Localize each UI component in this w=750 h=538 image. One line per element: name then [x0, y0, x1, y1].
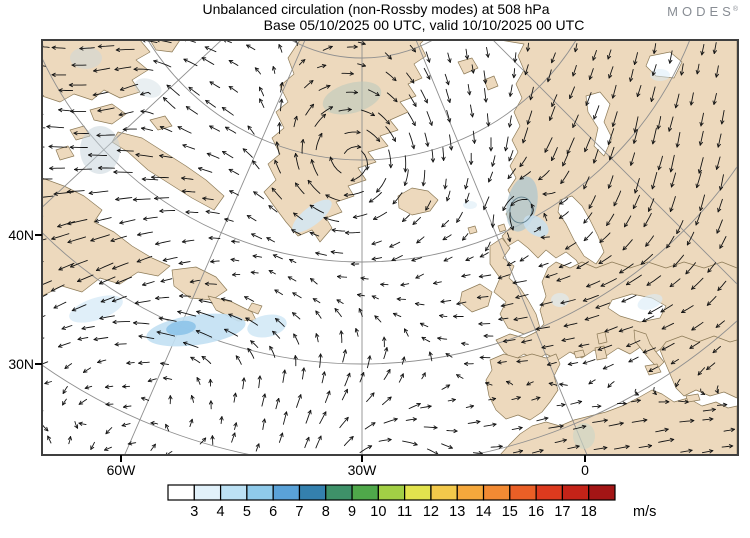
- colorbar-cell-5: [299, 485, 325, 500]
- map-canvas: [0, 0, 750, 516]
- colorbar-cell-11: [457, 485, 483, 500]
- colorbar-tick-13: 13: [449, 504, 465, 520]
- colorbar-cell-15: [562, 485, 588, 500]
- colorbar-tick-11: 11: [397, 504, 412, 520]
- lon-label-60W: 60W: [107, 462, 136, 478]
- lat-label-30N: 30N: [0, 356, 34, 372]
- colorbar-cell-12: [484, 485, 510, 500]
- colorbar-tick-17: 17: [554, 504, 570, 520]
- colorbar-tick-15: 15: [502, 504, 518, 520]
- colorbar-unit-label: m/s: [633, 504, 656, 520]
- colorbar-cell-3: [247, 485, 273, 500]
- colorbar-tick-12: 12: [423, 504, 439, 520]
- colorbar-tick-5: 5: [243, 504, 251, 520]
- colorbar-tick-6: 6: [269, 504, 277, 520]
- colorbar-cell-6: [326, 485, 352, 500]
- colorbar-cell-4: [273, 485, 299, 500]
- lat-label-40N: 40N: [0, 227, 34, 243]
- colorbar-tick-8: 8: [322, 504, 330, 520]
- colorbar-tick-10: 10: [370, 504, 386, 520]
- colorbar-cell-2: [221, 485, 247, 500]
- colorbar-cell-8: [378, 485, 404, 500]
- colorbar-cell-13: [510, 485, 536, 500]
- colorbar-tick-14: 14: [475, 504, 491, 520]
- colorbar-cell-14: [536, 485, 562, 500]
- lon-label-0: 0: [581, 462, 589, 478]
- colorbar-tick-7: 7: [295, 504, 303, 520]
- colorbar-cell-7: [352, 485, 378, 500]
- colorbar-tick-3: 3: [190, 504, 198, 520]
- colorbar-tick-18: 18: [581, 504, 597, 520]
- weather-chart-page: { "title": { "line1": "Unbalanced circul…: [0, 0, 750, 516]
- colorbar-cell-9: [405, 485, 431, 500]
- map-area: [0, 0, 750, 521]
- colorbar-tick-9: 9: [348, 504, 356, 520]
- colorbar-legend: 3 4 5 6 7 8 9 10 11 12 13 14 15 16 17 18 m/s: [0, 478, 750, 538]
- colorbar-tick-4: 4: [217, 504, 225, 520]
- colorbar-cell-0: [168, 485, 194, 500]
- colorbar-cell-16: [589, 485, 615, 500]
- colorbar-cell-1: [194, 485, 220, 500]
- colorbar-cell-10: [431, 485, 457, 500]
- colorbar-tick-16: 16: [528, 504, 544, 520]
- lon-label-30W: 30W: [348, 462, 377, 478]
